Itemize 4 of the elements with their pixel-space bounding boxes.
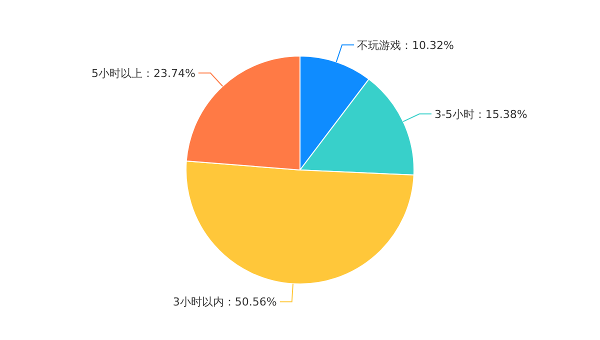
slice-label: 3小时以内：50.56% — [172, 296, 277, 309]
slice-label: 3-5小时：15.38% — [434, 108, 528, 121]
slice-label: 5小时以上：23.74% — [91, 67, 196, 80]
slice-label: 不玩游戏：10.32% — [357, 38, 454, 52]
